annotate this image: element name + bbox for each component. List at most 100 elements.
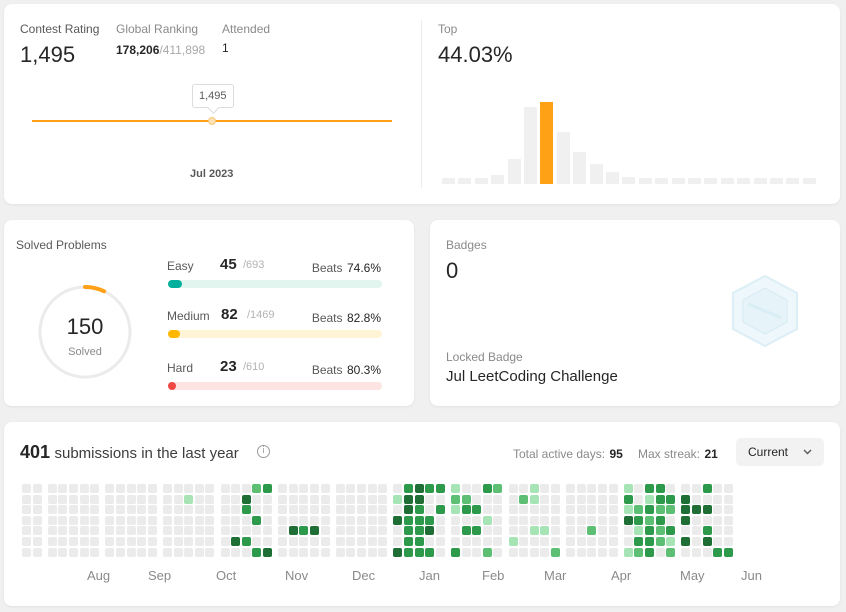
heatmap-cell[interactable] <box>47 537 57 546</box>
heatmap-cell[interactable] <box>634 515 644 525</box>
heatmap-cell[interactable] <box>655 515 665 525</box>
heatmap-cell[interactable] <box>252 537 262 546</box>
rating-point[interactable] <box>208 117 216 125</box>
heatmap-cell[interactable] <box>508 515 518 525</box>
heatmap-cell[interactable] <box>116 547 125 557</box>
heatmap-cell[interactable] <box>105 484 115 493</box>
heatmap-cell[interactable] <box>163 505 172 515</box>
heatmap-cell[interactable] <box>587 484 597 493</box>
heatmap-cell[interactable] <box>551 484 560 493</box>
heatmap-cell[interactable] <box>58 515 68 525</box>
heatmap-cell[interactable] <box>681 537 691 546</box>
histogram-bar[interactable] <box>556 132 570 184</box>
heatmap-cell[interactable] <box>79 526 89 536</box>
heatmap-cell[interactable] <box>58 537 68 546</box>
histogram-bar[interactable] <box>573 152 587 184</box>
heatmap-cell[interactable] <box>608 537 618 546</box>
heatmap-cell[interactable] <box>666 547 676 557</box>
heatmap-cell[interactable] <box>184 515 194 525</box>
heatmap-cell[interactable] <box>335 484 345 493</box>
heatmap-cell[interactable] <box>58 526 68 536</box>
heatmap-cell[interactable] <box>346 505 356 515</box>
heatmap-cell[interactable] <box>263 547 272 557</box>
heatmap-cell[interactable] <box>404 494 413 504</box>
heatmap-cell[interactable] <box>425 547 435 557</box>
heatmap-cell[interactable] <box>598 537 607 546</box>
heatmap-cell[interactable] <box>378 494 388 504</box>
heatmap-cell[interactable] <box>335 505 345 515</box>
heatmap-cell[interactable] <box>241 537 251 546</box>
heatmap-cell[interactable] <box>692 547 701 557</box>
heatmap-cell[interactable] <box>551 515 560 525</box>
heatmap-cell[interactable] <box>105 494 115 504</box>
heatmap-cell[interactable] <box>357 547 366 557</box>
heatmap-cell[interactable] <box>137 547 147 557</box>
heatmap-cell[interactable] <box>367 494 377 504</box>
heatmap-cell[interactable] <box>241 547 251 557</box>
heatmap-cell[interactable] <box>205 505 215 515</box>
heatmap-cell[interactable] <box>299 515 309 525</box>
heatmap-cell[interactable] <box>346 526 356 536</box>
heatmap-cell[interactable] <box>320 515 330 525</box>
heatmap-cell[interactable] <box>220 505 230 515</box>
heatmap-cell[interactable] <box>184 494 194 504</box>
heatmap-cell[interactable] <box>598 515 607 525</box>
heatmap-cell[interactable] <box>702 526 712 536</box>
histogram-bar[interactable] <box>606 172 619 184</box>
heatmap-cell[interactable] <box>645 515 654 525</box>
heatmap-cell[interactable] <box>205 537 215 546</box>
heatmap-cell[interactable] <box>519 494 529 504</box>
heatmap-cell[interactable] <box>278 547 288 557</box>
heatmap-cell[interactable] <box>90 494 100 504</box>
heatmap-cell[interactable] <box>184 537 194 546</box>
heatmap-cell[interactable] <box>723 515 733 525</box>
year-select-dropdown[interactable]: Current <box>736 438 824 466</box>
heatmap-cell[interactable] <box>634 494 644 504</box>
heatmap-cell[interactable] <box>681 526 691 536</box>
heatmap-cell[interactable] <box>163 537 172 546</box>
heatmap-cell[interactable] <box>472 494 482 504</box>
heatmap-cell[interactable] <box>126 494 136 504</box>
heatmap-cell[interactable] <box>69 494 78 504</box>
heatmap-cell[interactable] <box>566 494 576 504</box>
heatmap-cell[interactable] <box>681 505 691 515</box>
heatmap-cell[interactable] <box>47 484 57 493</box>
heatmap-cell[interactable] <box>126 505 136 515</box>
heatmap-cell[interactable] <box>90 537 100 546</box>
heatmap-cell[interactable] <box>220 537 230 546</box>
heatmap-cell[interactable] <box>576 484 586 493</box>
heatmap-cell[interactable] <box>69 484 78 493</box>
hexagon-badge-icon[interactable] <box>730 274 800 348</box>
heatmap-cell[interactable] <box>367 515 377 525</box>
heatmap-cell[interactable] <box>378 526 388 536</box>
heatmap-cell[interactable] <box>508 505 518 515</box>
heatmap-cell[interactable] <box>278 484 288 493</box>
heatmap-cell[interactable] <box>137 484 147 493</box>
heatmap-cell[interactable] <box>608 505 618 515</box>
heatmap-cell[interactable] <box>634 526 644 536</box>
heatmap-cell[interactable] <box>508 494 518 504</box>
heatmap-cell[interactable] <box>288 515 298 525</box>
heatmap-cell[interactable] <box>482 505 492 515</box>
heatmap-cell[interactable] <box>519 484 529 493</box>
heatmap-cell[interactable] <box>194 526 204 536</box>
heatmap-cell[interactable] <box>461 515 471 525</box>
heatmap-cell[interactable] <box>194 547 204 557</box>
heatmap-cell[interactable] <box>435 505 445 515</box>
heatmap-cell[interactable] <box>655 494 665 504</box>
heatmap-cell[interactable] <box>299 505 309 515</box>
heatmap-cell[interactable] <box>713 537 723 546</box>
heatmap-cell[interactable] <box>551 526 560 536</box>
heatmap-cell[interactable] <box>540 526 550 536</box>
heatmap-cell[interactable] <box>529 547 539 557</box>
heatmap-cell[interactable] <box>32 526 42 536</box>
heatmap-cell[interactable] <box>529 484 539 493</box>
heatmap-cell[interactable] <box>252 484 262 493</box>
heatmap-cell[interactable] <box>278 537 288 546</box>
heatmap-cell[interactable] <box>529 505 539 515</box>
heatmap-cell[interactable] <box>692 505 701 515</box>
heatmap-cell[interactable] <box>702 515 712 525</box>
heatmap-cell[interactable] <box>173 515 183 525</box>
heatmap-cell[interactable] <box>22 484 31 493</box>
heatmap-cell[interactable] <box>608 547 618 557</box>
